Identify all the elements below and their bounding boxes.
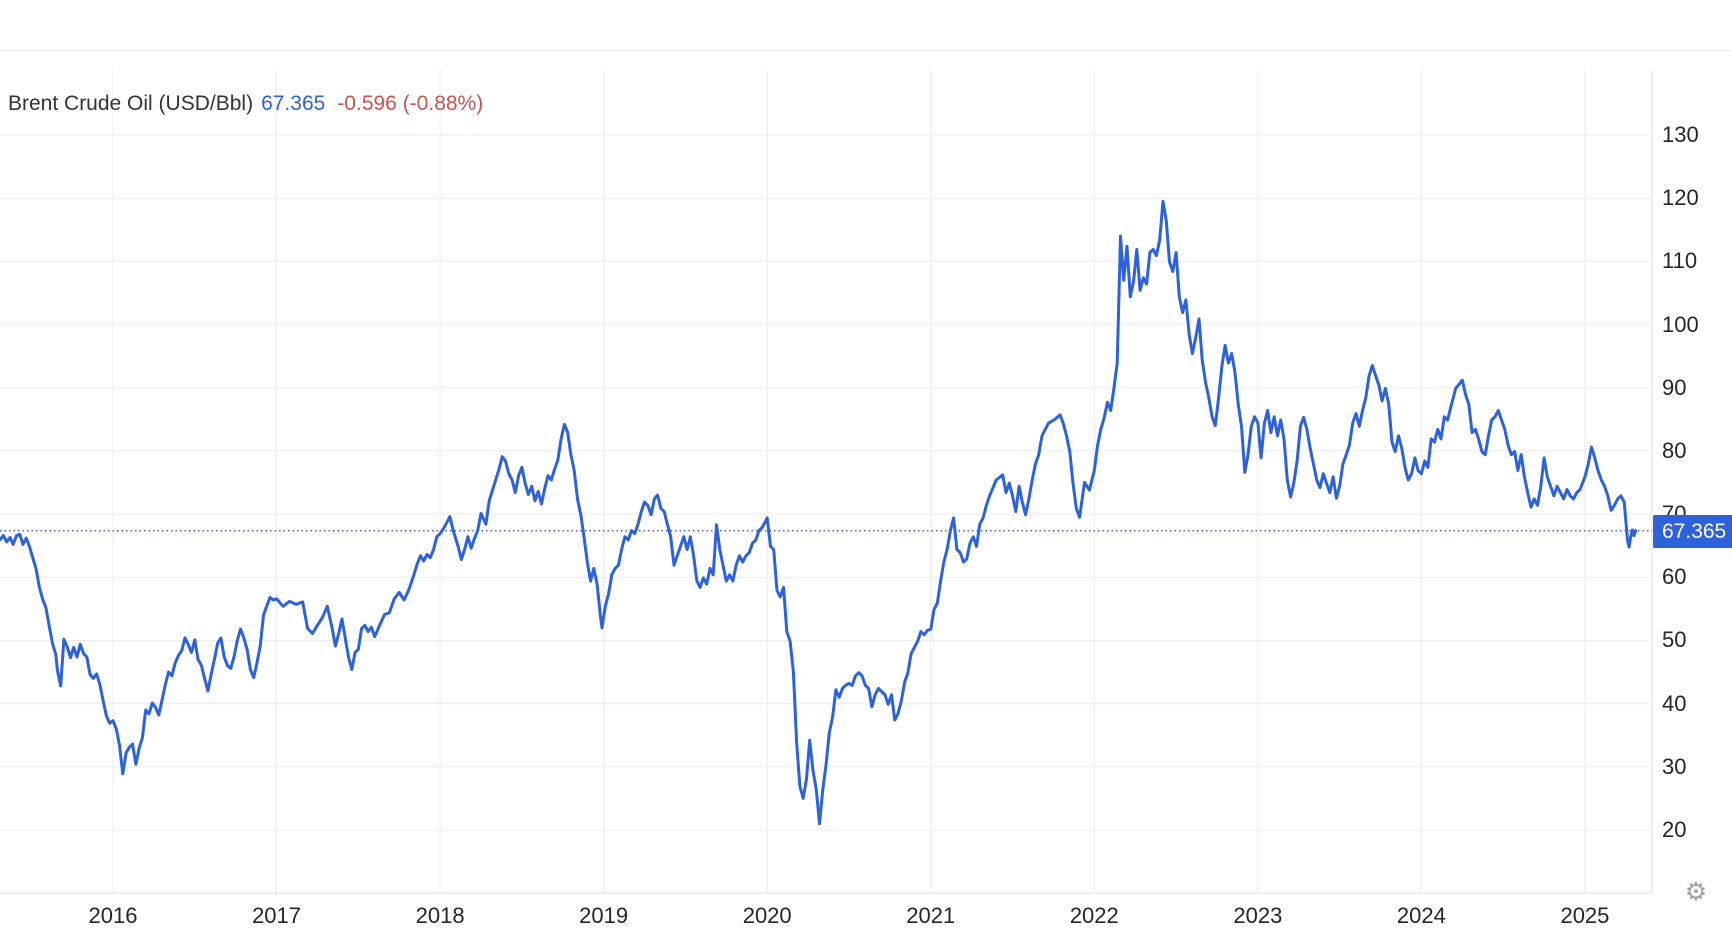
y-tick-label-30: 30 xyxy=(1662,753,1687,779)
x-tick-label-2025: 2025 xyxy=(1560,903,1610,928)
y-tick-label-90: 90 xyxy=(1662,374,1687,400)
y-tick-label-20: 20 xyxy=(1662,817,1687,842)
chart-legend: Brent Crude Oil (USD/Bbl) 67.365 -0.596 … xyxy=(8,92,483,116)
instrument-title: Brent Crude Oil (USD/Bbl) xyxy=(8,92,254,115)
x-tick-label-2023: 2023 xyxy=(1233,903,1283,928)
x-tick-label-2020: 2020 xyxy=(742,903,792,928)
x-tick-label-2019: 2019 xyxy=(579,903,629,928)
y-tick-label-80: 80 xyxy=(1662,437,1687,463)
last-price-label: 67.365 xyxy=(1653,514,1732,548)
y-tick-label-50: 50 xyxy=(1662,627,1687,653)
price-change-value: -0.596 (-0.88%) xyxy=(337,92,484,115)
y-tick-label-60: 60 xyxy=(1662,564,1687,590)
y-tick-label-40: 40 xyxy=(1662,690,1687,716)
x-tick-label-2017: 2017 xyxy=(252,903,302,928)
x-tick-label-2018: 2018 xyxy=(415,903,465,928)
y-tick-label-110: 110 xyxy=(1662,248,1698,274)
x-tick-label-2022: 2022 xyxy=(1069,903,1119,928)
y-tick-label-120: 120 xyxy=(1662,185,1699,211)
last-price-label-text: 67.365 xyxy=(1662,519,1727,543)
x-tick-label-2024: 2024 xyxy=(1396,903,1446,928)
x-tick-label-2016: 2016 xyxy=(88,903,138,928)
y-tick-label-100: 100 xyxy=(1662,311,1699,337)
last-price-value: 67.365 xyxy=(261,92,326,115)
chart-top-divider xyxy=(0,50,1732,51)
y-tick-label-130: 130 xyxy=(1662,122,1699,148)
price-series-line[interactable] xyxy=(0,199,1638,826)
x-tick-label-2021: 2021 xyxy=(906,903,956,928)
settings-gear-icon[interactable]: ⚙ xyxy=(1684,878,1708,906)
